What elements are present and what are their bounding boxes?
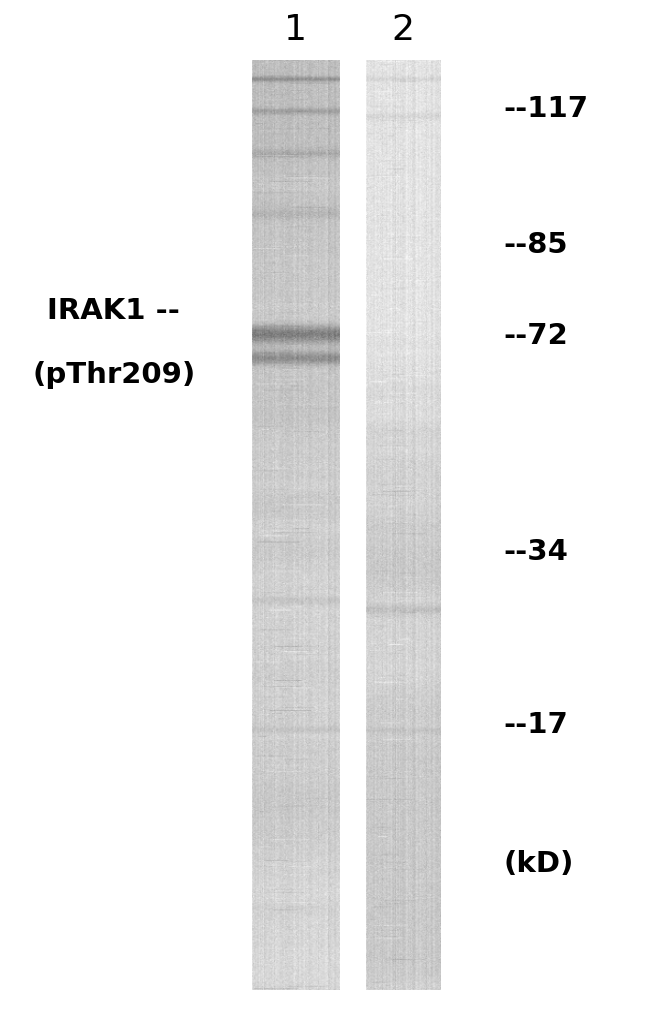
Text: --72: --72 — [504, 322, 569, 350]
Text: --85: --85 — [504, 231, 568, 260]
Text: 2: 2 — [391, 13, 415, 47]
Text: 1: 1 — [284, 13, 307, 47]
Text: --117: --117 — [504, 95, 589, 123]
Text: --17: --17 — [504, 711, 569, 739]
Text: IRAK1 --: IRAK1 -- — [47, 297, 180, 325]
Text: (kD): (kD) — [504, 849, 574, 878]
Text: (pThr209): (pThr209) — [32, 361, 196, 389]
Text: --34: --34 — [504, 538, 569, 567]
